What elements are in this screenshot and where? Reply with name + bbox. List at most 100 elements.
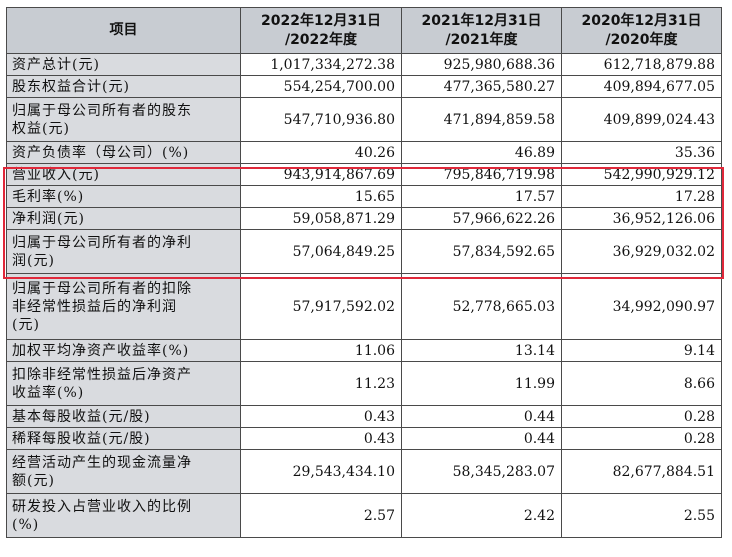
row-label: 净利润(元) [6, 207, 241, 230]
value-2021: 925,980,688.36 [401, 53, 562, 76]
value-2020: 542,990,929.12 [561, 163, 722, 186]
row-label: 研发投入占营业收入的比例 (%) [6, 493, 241, 538]
value-2020: 36,929,032.02 [561, 229, 722, 274]
table-row: 净利润(元) 59,058,871.29 57,966,622.26 36,952,1… [6, 207, 722, 230]
header-item: 项目 [6, 7, 241, 54]
value-2022: 57,064,849.25 [240, 229, 402, 274]
row-label-line: (元) [12, 316, 40, 333]
value-2022: 0.43 [240, 405, 402, 428]
value-2022: 2.57 [240, 493, 402, 538]
value-2020: 612,718,879.88 [561, 53, 722, 76]
row-label-line: 经营活动产生的现金流量净 [12, 454, 192, 471]
table-row: 毛利率(%) 15.65 17.57 17.28 [6, 185, 722, 208]
header-2020-line1: 2020年12月31日 [581, 12, 702, 29]
table-row: 归属于母公司所有者的股东 权益(元) 547,710,936.80 471,894,8… [6, 97, 722, 142]
table-row: 资产负债率（母公司）(%) 40.26 46.89 35.36 [6, 141, 722, 164]
row-label: 归属于母公司所有者的股东 权益(元) [6, 97, 241, 142]
value-2021: 13.14 [401, 339, 562, 362]
value-2020: 82,677,884.51 [561, 449, 722, 494]
value-2021: 11.99 [401, 361, 562, 406]
table-body: 资产总计(元) 1,017,334,272.38 925,980,688.36 612… [6, 53, 722, 538]
table-row: 扣除非经常性损益后净资产 收益率(%) 11.23 11.99 8.66 [6, 361, 722, 406]
value-2020: 9.14 [561, 339, 722, 362]
value-2022: 11.06 [240, 339, 402, 362]
header-2021-line2: /2021年度 [445, 31, 518, 48]
header-2021: 2021年12月31日 /2021年度 [401, 7, 562, 54]
value-2022: 15.65 [240, 185, 402, 208]
table-row: 研发投入占营业收入的比例 (%) 2.57 2.42 2.55 [6, 493, 722, 538]
row-label-line: 稀释每股收益(元/股) [12, 430, 151, 447]
header-2022-line2: /2022年度 [284, 31, 358, 48]
header-2022-line1: 2022年12月31日 [261, 12, 381, 29]
value-2021: 2.42 [401, 493, 562, 538]
row-label: 加权平均净资产收益率(%) [6, 339, 241, 362]
row-label-line: 基本每股收益(元/股) [12, 408, 151, 425]
row-label-line: 非经常性损益后的净利润 [12, 298, 177, 315]
row-label: 归属于母公司所有者的净利 润(元) [6, 229, 241, 274]
row-label-line: 研发投入占营业收入的比例 [12, 498, 192, 515]
value-2021: 57,966,622.26 [401, 207, 562, 230]
value-2022: 59,058,871.29 [240, 207, 402, 230]
value-2021: 58,345,283.07 [401, 449, 562, 494]
table-row: 基本每股收益(元/股) 0.43 0.44 0.28 [6, 405, 722, 428]
row-label-line: 收益率(%) [12, 384, 85, 401]
row-label: 资产负债率（母公司）(%) [6, 141, 241, 164]
row-label-line: 资产负债率（母公司）(%) [12, 144, 190, 161]
row-label-line: 润(元) [12, 252, 55, 269]
row-label-line: 加权平均净资产收益率(%) [12, 342, 190, 359]
value-2021: 0.44 [401, 427, 562, 450]
row-label: 资产总计(元) [6, 53, 241, 76]
row-label: 毛利率(%) [6, 185, 241, 208]
row-label: 营业收入(元) [6, 163, 241, 186]
row-label-line: 权益(元) [12, 120, 70, 137]
value-2020: 35.36 [561, 141, 722, 164]
row-label-line: 归属于母公司所有者的净利 [12, 234, 192, 251]
table-row: 稀释每股收益(元/股) 0.43 0.44 0.28 [6, 427, 722, 450]
value-2022: 57,917,592.02 [240, 273, 402, 340]
table-row: 归属于母公司所有者的净利 润(元) 57,064,849.25 57,834,592.… [6, 229, 722, 274]
value-2022: 40.26 [240, 141, 402, 164]
value-2020: 409,894,677.05 [561, 75, 722, 98]
value-2021: 477,365,580.27 [401, 75, 562, 98]
header-2020-line2: /2020年度 [605, 31, 678, 48]
row-label-line: 扣除非经常性损益后净资产 [12, 366, 192, 383]
row-label: 股东权益合计(元) [6, 75, 241, 98]
value-2020: 34,992,090.97 [561, 273, 722, 340]
value-2022: 943,914,867.69 [240, 163, 402, 186]
value-2022: 554,254,700.00 [240, 75, 402, 98]
value-2021: 52,778,665.03 [401, 273, 562, 340]
value-2020: 409,899,024.43 [561, 97, 722, 142]
value-2022: 1,017,334,272.38 [240, 53, 402, 76]
header-2020: 2020年12月31日 /2020年度 [561, 7, 722, 54]
row-label-line: 股东权益合计(元) [12, 78, 130, 95]
row-label: 基本每股收益(元/股) [6, 405, 241, 428]
header-2022: 2022年12月31日 /2022年度 [240, 7, 402, 54]
value-2020: 0.28 [561, 405, 722, 428]
row-label-line: 归属于母公司所有者的扣除 [12, 280, 192, 297]
header-row: 项目 2022年12月31日 /2022年度 2021年12月31日 /2021… [6, 7, 722, 54]
row-label: 稀释每股收益(元/股) [6, 427, 241, 450]
row-label-line: 毛利率(%) [12, 188, 85, 205]
row-label: 归属于母公司所有者的扣除 非经常性损益后的净利润 (元) [6, 273, 241, 340]
value-2021: 471,894,859.58 [401, 97, 562, 142]
table-row: 营业收入(元) 943,914,867.69 795,846,719.98 542,9… [6, 163, 722, 186]
value-2021: 17.57 [401, 185, 562, 208]
value-2020: 17.28 [561, 185, 722, 208]
row-label-line: 归属于母公司所有者的股东 [12, 102, 192, 119]
value-2021: 57,834,592.65 [401, 229, 562, 274]
table-row: 经营活动产生的现金流量净 额(元) 29,543,434.10 58,345,283.… [6, 449, 722, 494]
value-2020: 8.66 [561, 361, 722, 406]
table-row: 归属于母公司所有者的扣除 非经常性损益后的净利润 (元) 57,917,592.02 5… [6, 273, 722, 340]
value-2022: 0.43 [240, 427, 402, 450]
row-label-line: 营业收入(元) [12, 166, 100, 183]
row-label: 扣除非经常性损益后净资产 收益率(%) [6, 361, 241, 406]
row-label: 经营活动产生的现金流量净 额(元) [6, 449, 241, 494]
value-2020: 2.55 [561, 493, 722, 538]
row-label-line: (%) [12, 516, 40, 533]
value-2021: 0.44 [401, 405, 562, 428]
row-label-line: 净利润(元) [12, 210, 85, 227]
row-label-line: 资产总计(元) [12, 56, 100, 73]
table-row: 加权平均净资产收益率(%) 11.06 13.14 9.14 [6, 339, 722, 362]
value-2021: 795,846,719.98 [401, 163, 562, 186]
financial-data-table: 项目 2022年12月31日 /2022年度 2021年12月31日 /2021… [6, 7, 722, 538]
